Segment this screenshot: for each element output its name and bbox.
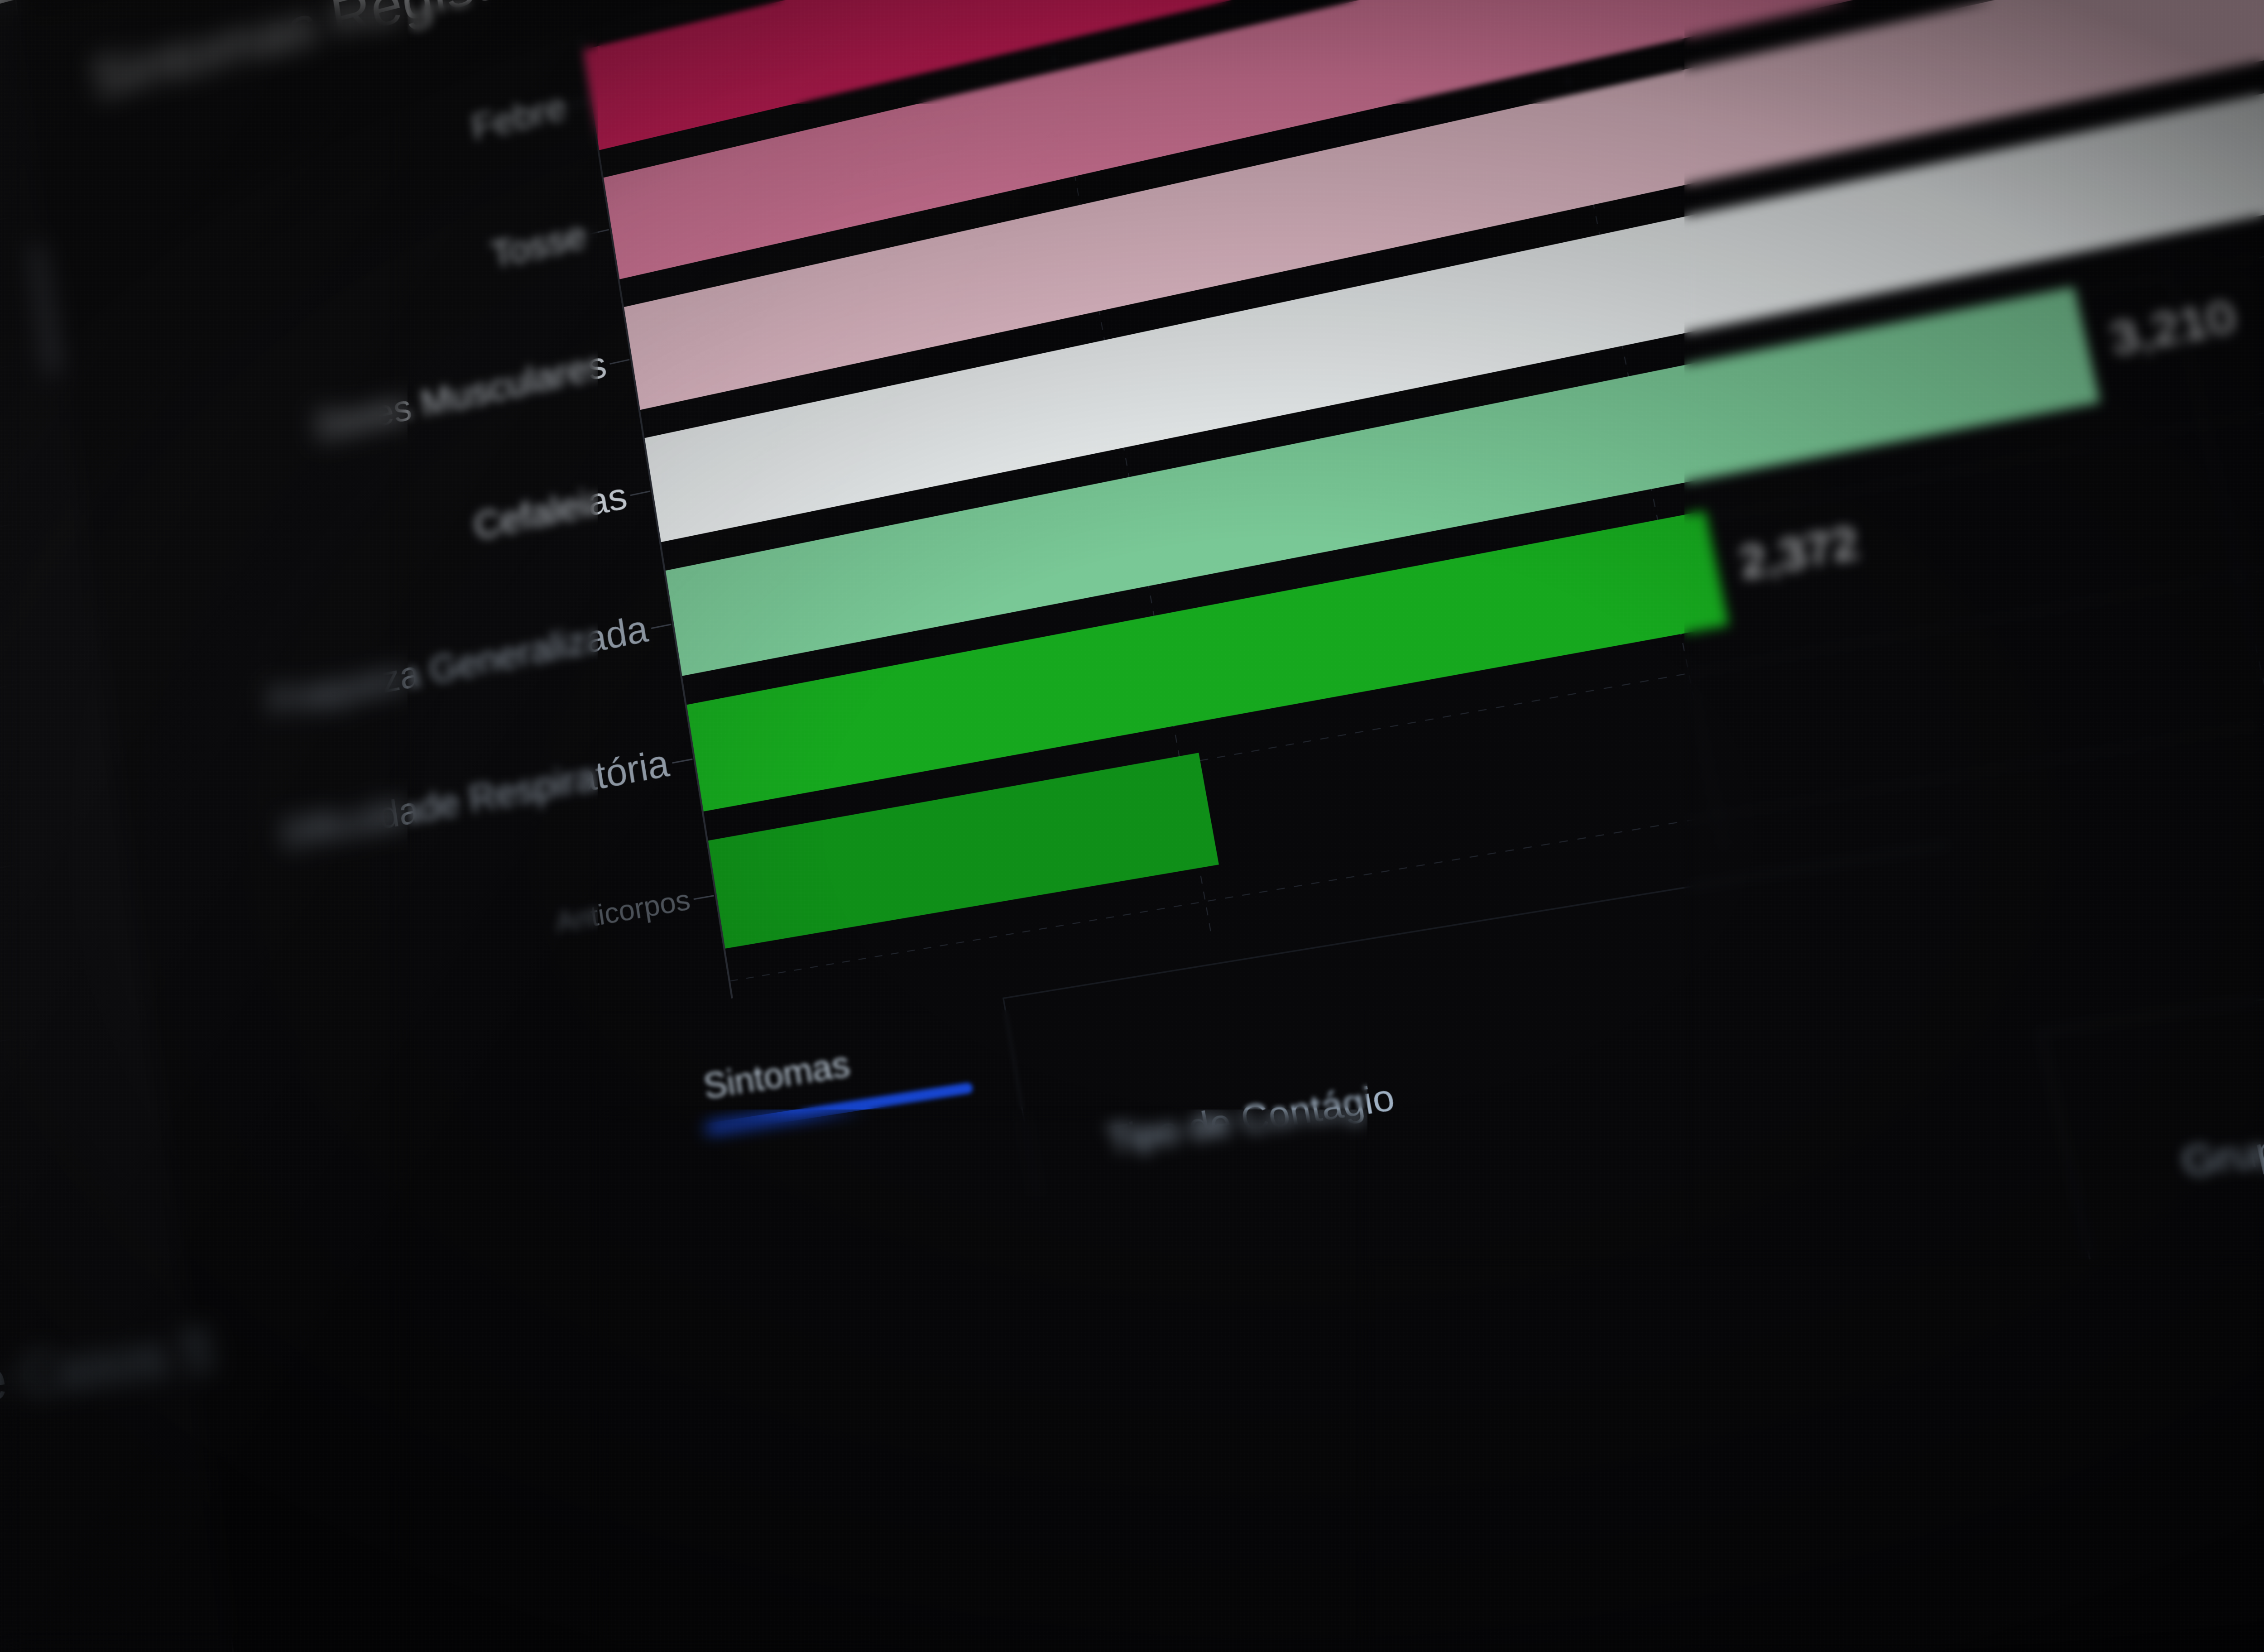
sidebar-divider: [0, 668, 95, 726]
main-panel: Sintomas Registados Febre4,280Tosse4,094…: [34, 0, 2264, 1652]
sidebar-divider: [0, 1181, 162, 1228]
bar-category-label: Anticorpos: [553, 883, 693, 939]
bar-category-label: Tosse: [488, 214, 589, 276]
axis-tick: [693, 895, 715, 900]
bar-category-label: Fraqueza Generalizada: [267, 607, 651, 723]
bar-chart: Febre4,280Tosse4,094Dores Musculares4,32…: [267, 0, 2264, 999]
bar-rows: Febre4,280Tosse4,094Dores Musculares4,32…: [267, 0, 2264, 949]
axis-tick: [630, 490, 651, 496]
bar-value-label: 2,372: [1735, 517, 1863, 588]
bar-category-label: Febre: [469, 86, 569, 149]
bar-category-label: Dificuldade Respiratória: [279, 741, 672, 855]
sidebar-divider: [0, 510, 74, 572]
sidebar-scrollbar[interactable]: [28, 243, 62, 375]
axis-tick: [569, 100, 589, 107]
tab-sintomas[interactable]: Sintomas: [700, 1043, 853, 1107]
sidebar-divider: [0, 1016, 141, 1067]
axis-tick: [609, 359, 630, 365]
bar-category-label: Cefaleias: [471, 474, 630, 547]
bar-category-label: Dores Musculares: [314, 343, 609, 447]
axis-tick: [672, 758, 693, 764]
bar-value-label: 3,210: [2105, 290, 2240, 364]
axis-tick: [589, 229, 609, 235]
sidebar-divider: [0, 845, 118, 900]
tab-divider-2: [2039, 866, 2264, 1259]
sidebar-divider: [0, 211, 35, 279]
axis-tick: [651, 624, 672, 629]
